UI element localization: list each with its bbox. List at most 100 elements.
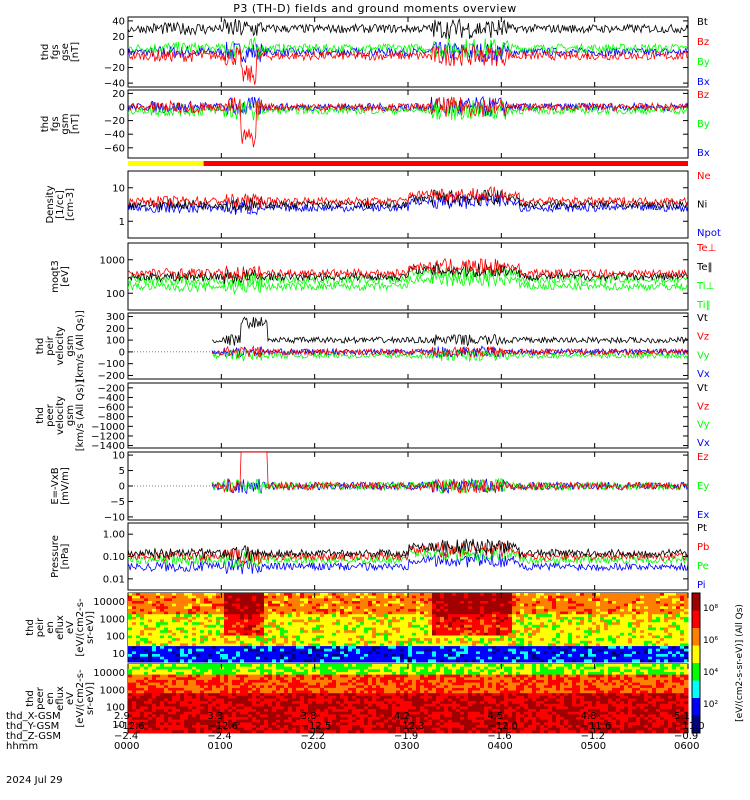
heatmap-cell (160, 659, 165, 663)
heatmap-cell (252, 687, 257, 692)
heatmap-cell (544, 638, 549, 642)
heatmap-cell (376, 595, 381, 599)
heatmap-cell (228, 711, 233, 715)
heatmap-cell (464, 643, 469, 647)
heatmap-cell (320, 611, 325, 615)
heatmap-cell (440, 630, 445, 634)
heatmap-cell (268, 595, 273, 599)
heatmap-cell (396, 638, 401, 642)
heatmap-cell (252, 654, 257, 658)
y-tick-label: 100 (106, 703, 125, 714)
heatmap-cell (484, 638, 489, 642)
heatmap-cell (228, 622, 233, 626)
heatmap-cell (480, 598, 485, 602)
heatmap-cell (216, 627, 221, 631)
heatmap-cell (196, 682, 201, 686)
heatmap-cell (672, 638, 677, 642)
y-axis-label-line: fgs (50, 44, 61, 59)
heatmap-cell (336, 606, 341, 610)
heatmap-cell (176, 648, 181, 652)
heatmap-cell (568, 630, 573, 634)
heatmap-cell (152, 606, 157, 610)
heatmap-cell (156, 606, 161, 610)
heatmap-cell (212, 717, 217, 721)
heatmap-cell (340, 611, 345, 615)
heatmap-cell (284, 606, 289, 610)
heatmap-cell (496, 635, 501, 639)
y-tick-label: 10 (112, 183, 125, 194)
heatmap-cell (484, 601, 489, 605)
heatmap-cell (200, 630, 205, 634)
heatmap-cell (676, 616, 681, 621)
heatmap-cell (676, 638, 681, 642)
legend-npot: Npot (697, 228, 721, 239)
heatmap-cell (216, 701, 221, 705)
heatmap-cell (444, 646, 449, 650)
heatmap-cell (152, 640, 157, 644)
heatmap-cell (264, 674, 269, 678)
heatmap-cell (548, 643, 553, 647)
heatmap-cell (680, 646, 685, 650)
heatmap-cell (308, 601, 313, 605)
heatmap-cell (468, 595, 473, 599)
heatmap-cell (524, 614, 529, 618)
heatmap-cell (344, 630, 349, 634)
heatmap-cell (196, 659, 201, 663)
heatmap-cell (600, 616, 605, 621)
heatmap-cell (348, 643, 353, 647)
heatmap-cell (364, 619, 369, 623)
heatmap-cell (568, 593, 573, 597)
heatmap-cell (236, 679, 241, 684)
heatmap-cell (220, 646, 225, 650)
heatmap-cell (200, 614, 205, 618)
heatmap-cell (344, 601, 349, 605)
heatmap-cell (160, 725, 165, 729)
heatmap-cell (160, 598, 165, 602)
heatmap-cell (340, 635, 345, 639)
heatmap-cell (680, 606, 685, 610)
heatmap-cell (244, 687, 249, 692)
heatmap-cell (448, 616, 453, 621)
heatmap-cell (244, 722, 249, 726)
heatmap-cell (540, 616, 545, 621)
heatmap-cell (476, 595, 481, 599)
heatmap-cell (444, 598, 449, 602)
heatmap-cell (280, 638, 285, 642)
heatmap-cell (352, 601, 357, 605)
heatmap-cell (648, 632, 653, 636)
y-tick-label: −200 (98, 383, 125, 394)
heatmap-cell (652, 624, 657, 628)
heatmap-cell (160, 638, 165, 642)
heatmap-cell (180, 632, 185, 636)
heatmap-cell (640, 638, 645, 642)
heatmap-cell (392, 624, 397, 628)
heatmap-cell (288, 598, 293, 602)
heatmap-cell (520, 611, 525, 615)
heatmap-cell (532, 659, 537, 663)
y-axis-label-line: gsm (60, 113, 71, 134)
heatmap-cell (468, 648, 473, 652)
heatmap-cell (424, 608, 429, 613)
heatmap-cell (224, 709, 229, 713)
heatmap-cell (456, 630, 461, 634)
heatmap-cell (200, 725, 205, 729)
heatmap-cell (180, 601, 185, 605)
heatmap-cell (676, 656, 681, 660)
heatmap-cell (260, 687, 265, 692)
heatmap-cell (568, 611, 573, 615)
heatmap-cell (388, 595, 393, 599)
heatmap-cell (232, 725, 237, 729)
heatmap-cell (456, 608, 461, 613)
heatmap-cell (568, 616, 573, 621)
heatmap-cell (468, 616, 473, 621)
heatmap-cell (240, 674, 245, 678)
heatmap-cell (148, 651, 153, 655)
heatmap-cell (468, 635, 473, 639)
heatmap-cell (400, 632, 405, 636)
heatmap-cell (348, 611, 353, 615)
heatmap-cell (372, 595, 377, 599)
heatmap-cell (348, 632, 353, 636)
heatmap-cell (652, 659, 657, 663)
heatmap-cell (508, 656, 513, 660)
heatmap-cell (228, 608, 233, 613)
